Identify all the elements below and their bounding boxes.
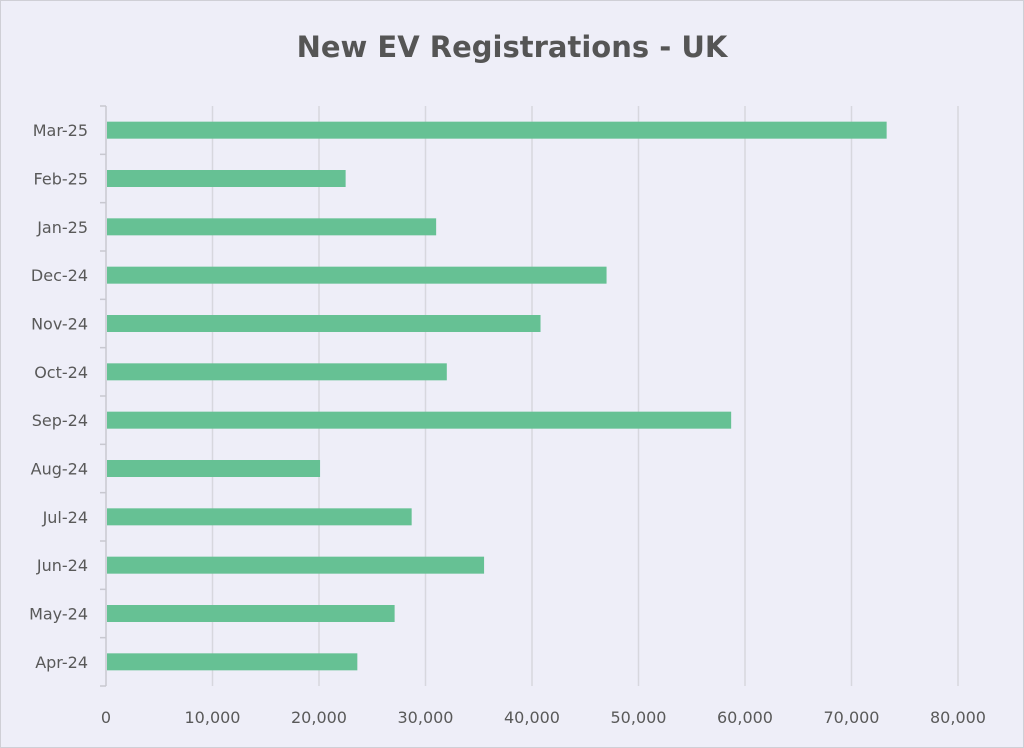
x-tick-label: 0 bbox=[101, 708, 111, 727]
x-tick-label: 80,000 bbox=[930, 708, 986, 727]
y-tick-label: Jul-24 bbox=[42, 508, 88, 527]
bar bbox=[107, 315, 541, 332]
bar bbox=[107, 411, 732, 429]
y-tick-label: Nov-24 bbox=[31, 315, 88, 334]
bar bbox=[107, 508, 412, 526]
y-tick-label: Dec-24 bbox=[31, 266, 88, 285]
y-tick-label: Mar-25 bbox=[33, 121, 88, 140]
bars bbox=[107, 121, 887, 671]
x-tick-label: 70,000 bbox=[824, 708, 880, 727]
y-tick-label: Sep-24 bbox=[32, 411, 88, 430]
bar bbox=[107, 218, 437, 236]
y-tick-label: Jan-25 bbox=[36, 218, 88, 237]
y-tick-label: Feb-25 bbox=[34, 170, 88, 189]
y-tick-label: Oct-24 bbox=[34, 363, 88, 382]
bar bbox=[107, 460, 321, 477]
y-tick-label: Apr-24 bbox=[35, 653, 88, 672]
axes bbox=[100, 105, 107, 687]
bar bbox=[107, 170, 346, 187]
bar bbox=[107, 121, 887, 139]
category-labels: Mar-25 Feb-25 Jan-25 Dec-24 Nov-24 Oct-24 Sep-… bbox=[29, 121, 88, 672]
x-tick-label: 60,000 bbox=[717, 708, 773, 727]
x-tick-label: 40,000 bbox=[504, 708, 560, 727]
bar bbox=[107, 363, 447, 381]
bar bbox=[107, 653, 358, 671]
bar bbox=[107, 605, 395, 622]
y-tick-label: Jun-24 bbox=[36, 556, 88, 575]
x-tick-label: 30,000 bbox=[398, 708, 454, 727]
x-tick-label: 50,000 bbox=[611, 708, 667, 727]
y-tick-label: Aug-24 bbox=[31, 460, 88, 479]
bar bbox=[107, 266, 607, 284]
x-tick-label: 20,000 bbox=[291, 708, 347, 727]
y-tick-label: May-24 bbox=[29, 605, 88, 624]
x-tick-label: 10,000 bbox=[185, 708, 241, 727]
value-labels: 0 10,000 20,000 30,000 40,000 50,000 60,000 70,… bbox=[101, 708, 986, 727]
grid-lines bbox=[211, 106, 959, 686]
bar bbox=[107, 556, 485, 574]
chart-title: New EV Registrations - UK bbox=[296, 30, 728, 64]
